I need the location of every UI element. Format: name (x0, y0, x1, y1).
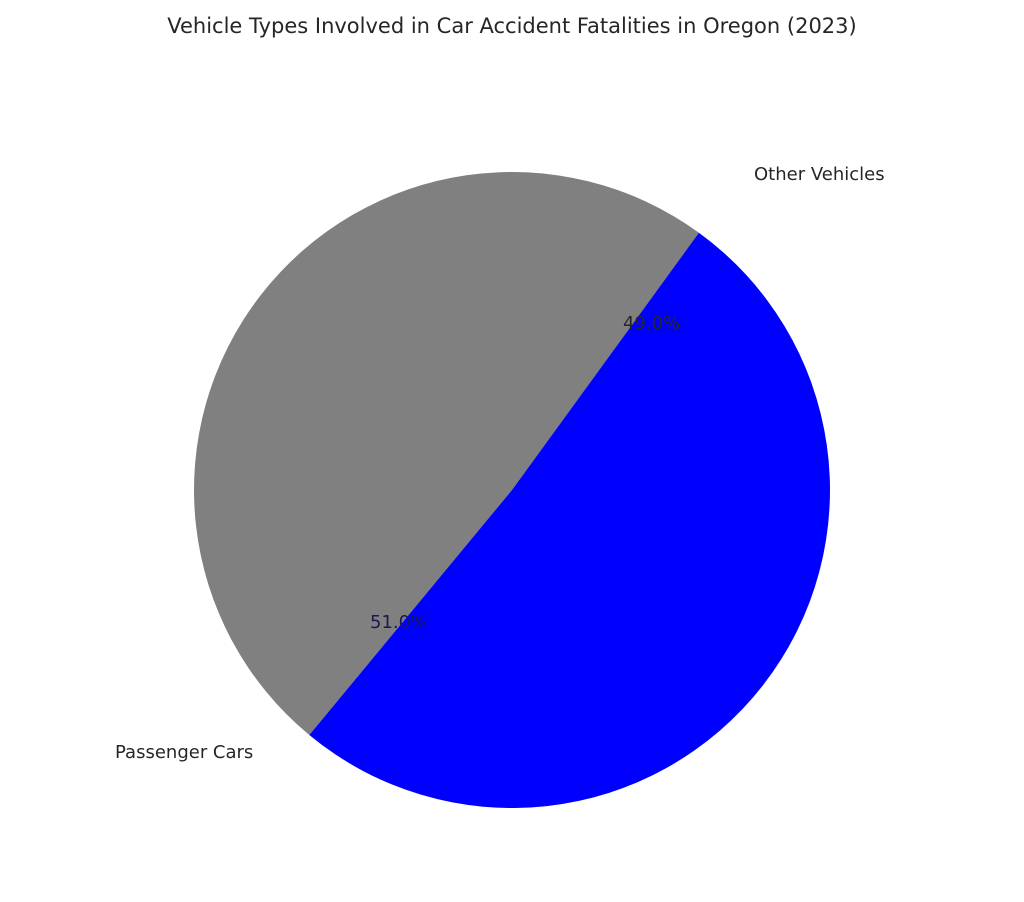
slice-label-other-vehicles: Other Vehicles (754, 164, 885, 185)
slice-pct-other-vehicles: 49.0% (623, 313, 680, 334)
slice-label-passenger-cars: Passenger Cars (115, 742, 253, 763)
pie-chart: Other Vehicles Passenger Cars 49.0% 51.0… (0, 0, 1024, 902)
pie-svg (0, 0, 1024, 902)
slice-pct-passenger-cars: 51.0% (370, 612, 427, 633)
